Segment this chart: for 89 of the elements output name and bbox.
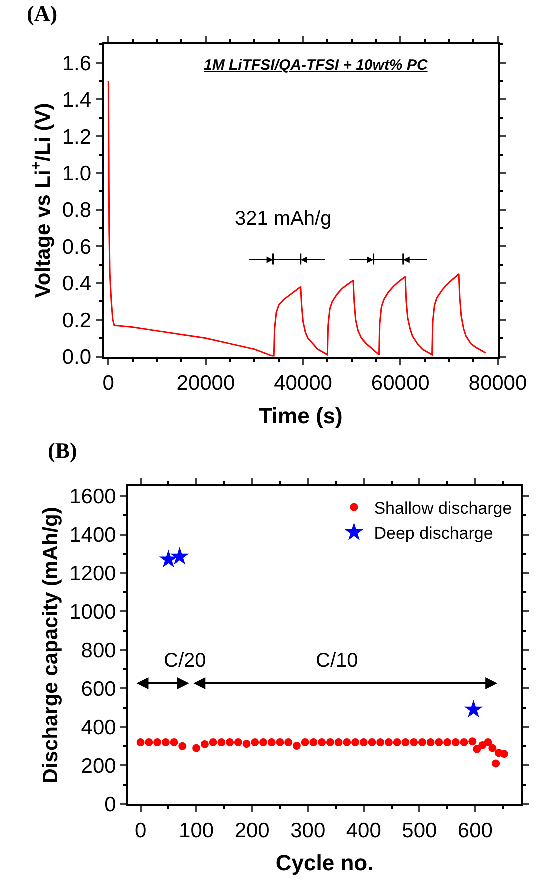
point <box>376 738 385 747</box>
y-tick-label: 0.4 <box>62 272 92 296</box>
y-tick-label: 600 <box>81 678 116 702</box>
y-tick-label: 0.8 <box>62 199 92 222</box>
point <box>343 738 352 747</box>
point <box>170 738 178 747</box>
legend-label: Shallow discharge <box>374 499 512 518</box>
x-tick-label: 40000 <box>274 372 332 395</box>
y-tick-label: 0.6 <box>62 236 92 259</box>
x-tick-label: 0 <box>134 819 147 842</box>
y-tick-label: 1.4 <box>62 89 92 112</box>
point <box>209 738 218 747</box>
line-series <box>108 80 487 357</box>
point <box>251 738 260 747</box>
y-tick-label: 0 <box>104 793 116 816</box>
point <box>154 738 162 747</box>
point <box>234 738 242 747</box>
point <box>368 738 376 747</box>
x-axis-title: Time (s) <box>258 403 343 428</box>
point <box>464 700 484 718</box>
point <box>292 742 301 750</box>
point <box>268 738 276 747</box>
point <box>136 738 145 747</box>
point <box>488 744 497 752</box>
y-tick-label: 1400 <box>70 524 116 548</box>
y-tick-label: 1600 <box>70 486 116 509</box>
point <box>402 738 410 747</box>
y-tick-label: 1000 <box>70 601 116 624</box>
annotation: 321 mAh/g <box>235 208 332 230</box>
point <box>435 738 444 747</box>
point <box>393 738 402 747</box>
y-tick-label: 400 <box>81 716 116 740</box>
x-tick-label: 80000 <box>468 372 528 395</box>
y-tick-label: 1.6 <box>62 52 92 76</box>
y-tick-label: 1200 <box>70 562 116 586</box>
point <box>326 738 334 747</box>
point <box>384 738 393 747</box>
y-tick-label: 0.0 <box>62 346 92 370</box>
point <box>170 547 190 565</box>
point <box>452 738 460 747</box>
point <box>242 740 251 748</box>
point <box>444 738 452 747</box>
point <box>162 738 170 747</box>
point <box>460 738 468 747</box>
point <box>318 738 326 747</box>
point <box>418 738 426 747</box>
point <box>473 745 482 754</box>
annotation: 1M LiTFSI/QA-TFSI + 10wt% PC <box>204 57 429 74</box>
y-tick-label: 800 <box>81 640 116 663</box>
point <box>301 738 310 747</box>
annotation: C/20 <box>164 650 206 672</box>
point <box>218 738 226 747</box>
point <box>192 744 201 752</box>
point <box>334 738 343 747</box>
y-tick-label: 1.0 <box>62 162 92 186</box>
point <box>426 738 435 747</box>
point <box>360 738 368 747</box>
text: (A) <box>27 1 58 26</box>
point <box>276 738 284 747</box>
point <box>500 750 508 758</box>
point <box>284 738 293 747</box>
point <box>484 738 492 747</box>
legend-label: Deep discharge <box>374 524 494 544</box>
point <box>226 738 234 747</box>
y-tick-label: 200 <box>81 754 116 778</box>
y-axis-title: Discharge capacity (mAh/g) <box>39 507 62 784</box>
point <box>260 738 268 747</box>
point <box>410 738 418 747</box>
x-tick-label: 200 <box>234 819 270 842</box>
annotation: C/10 <box>316 650 358 672</box>
point <box>145 738 154 747</box>
x-axis-title: Cycle no. <box>276 850 374 876</box>
y-tick-label: 1.2 <box>62 126 92 149</box>
x-tick-label: 100 <box>179 819 214 842</box>
point <box>178 742 187 750</box>
x-tick-label: 500 <box>402 819 438 842</box>
point <box>159 550 178 568</box>
y-tick-label: 0.2 <box>62 309 92 332</box>
point <box>310 738 318 747</box>
point <box>200 740 209 748</box>
x-tick-label: 20000 <box>176 372 236 395</box>
x-tick-label: 400 <box>346 819 382 842</box>
x-tick-label: 600 <box>458 819 493 842</box>
point <box>468 738 477 746</box>
x-tick-label: 300 <box>290 819 326 842</box>
text: (B) <box>48 438 78 463</box>
point <box>492 760 500 768</box>
x-tick-label: 60000 <box>371 372 430 395</box>
point <box>352 738 360 747</box>
